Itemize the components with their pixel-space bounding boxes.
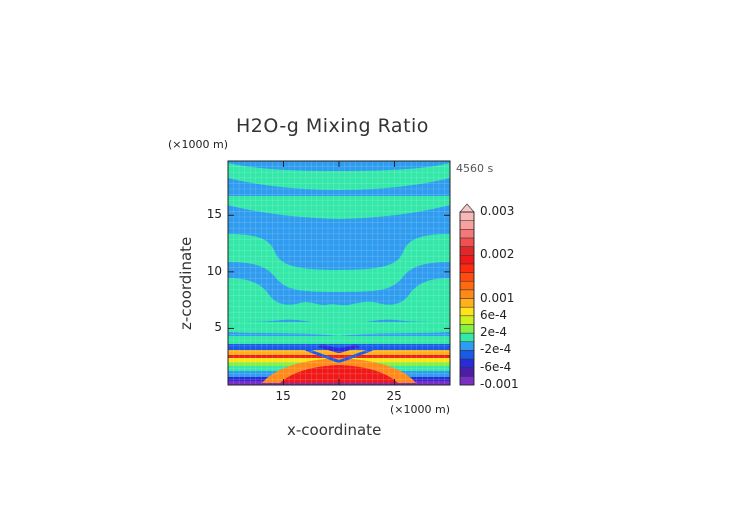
colorbar-frame	[459, 211, 475, 386]
colorbar-segment	[459, 367, 475, 377]
low-band-red-1	[228, 355, 450, 358]
colorbar-segment	[459, 272, 475, 282]
colorbar-segment	[459, 229, 475, 239]
contour-band-top	[228, 163, 450, 190]
y-tick-label: 15	[206, 207, 222, 222]
colorbar-segment	[459, 237, 475, 247]
colorbar-segment	[459, 332, 475, 343]
colorbar-extend-triangle	[459, 203, 475, 213]
colorbar-label: 0.001	[480, 290, 515, 305]
contour-band-15	[228, 196, 450, 219]
colorbar-label: 0.002	[480, 247, 515, 262]
colorbar-segment	[459, 350, 475, 360]
colorbar-segment	[459, 220, 475, 230]
contour-band-12	[228, 234, 450, 292]
colorbar-label: -2e-4	[480, 342, 512, 357]
colorbar-segment	[459, 376, 475, 386]
contour-band-8	[228, 278, 450, 326]
grid-lines	[228, 161, 450, 385]
colorbar-segment	[459, 358, 475, 368]
colorbar-label: -6e-4	[480, 359, 512, 374]
colorbar-label: 2e-4	[480, 325, 507, 340]
colorbar	[459, 203, 475, 386]
colorbar-label: -0.001	[480, 377, 519, 391]
colorbar-segment	[459, 263, 475, 273]
central-hotspot-red	[280, 365, 398, 383]
colorbar-segment	[459, 255, 475, 265]
colorbar-segment	[459, 298, 475, 308]
central-x-pattern-2	[318, 344, 360, 353]
colorbar-segment	[459, 246, 475, 256]
y-tick-label: 5	[214, 320, 222, 335]
colorbar-segment	[459, 341, 475, 351]
contour-band-low	[228, 336, 450, 344]
colorbar-segment	[459, 289, 475, 299]
colorbar-label: 0.003	[480, 204, 515, 218]
y-axis-unit: (×1000 m)	[168, 138, 229, 151]
chart-title: H2O-g Mixing Ratio	[236, 115, 429, 137]
x-axis-unit: (×1000 m)	[390, 403, 451, 416]
colorbar-label: 6e-4	[480, 307, 507, 322]
colorbar-segment	[459, 280, 475, 291]
x-tick-label: 15	[275, 389, 291, 403]
x-axis-label: x-coordinate	[287, 421, 382, 439]
y-tick-label: 10	[206, 263, 222, 278]
colorbar-segment	[459, 306, 475, 317]
time-label: 4560 s	[456, 162, 494, 175]
colorbar-segment	[459, 211, 475, 221]
colorbar-segment	[459, 324, 475, 334]
contour-band-5	[228, 322, 450, 336]
colorbar-segment	[459, 315, 475, 325]
axis-ticks	[228, 161, 450, 385]
x-tick-label: 25	[386, 389, 402, 403]
heatmap-area	[228, 161, 450, 385]
low-band-blue-1	[228, 344, 450, 350]
x-tick-label: 20	[331, 389, 347, 403]
